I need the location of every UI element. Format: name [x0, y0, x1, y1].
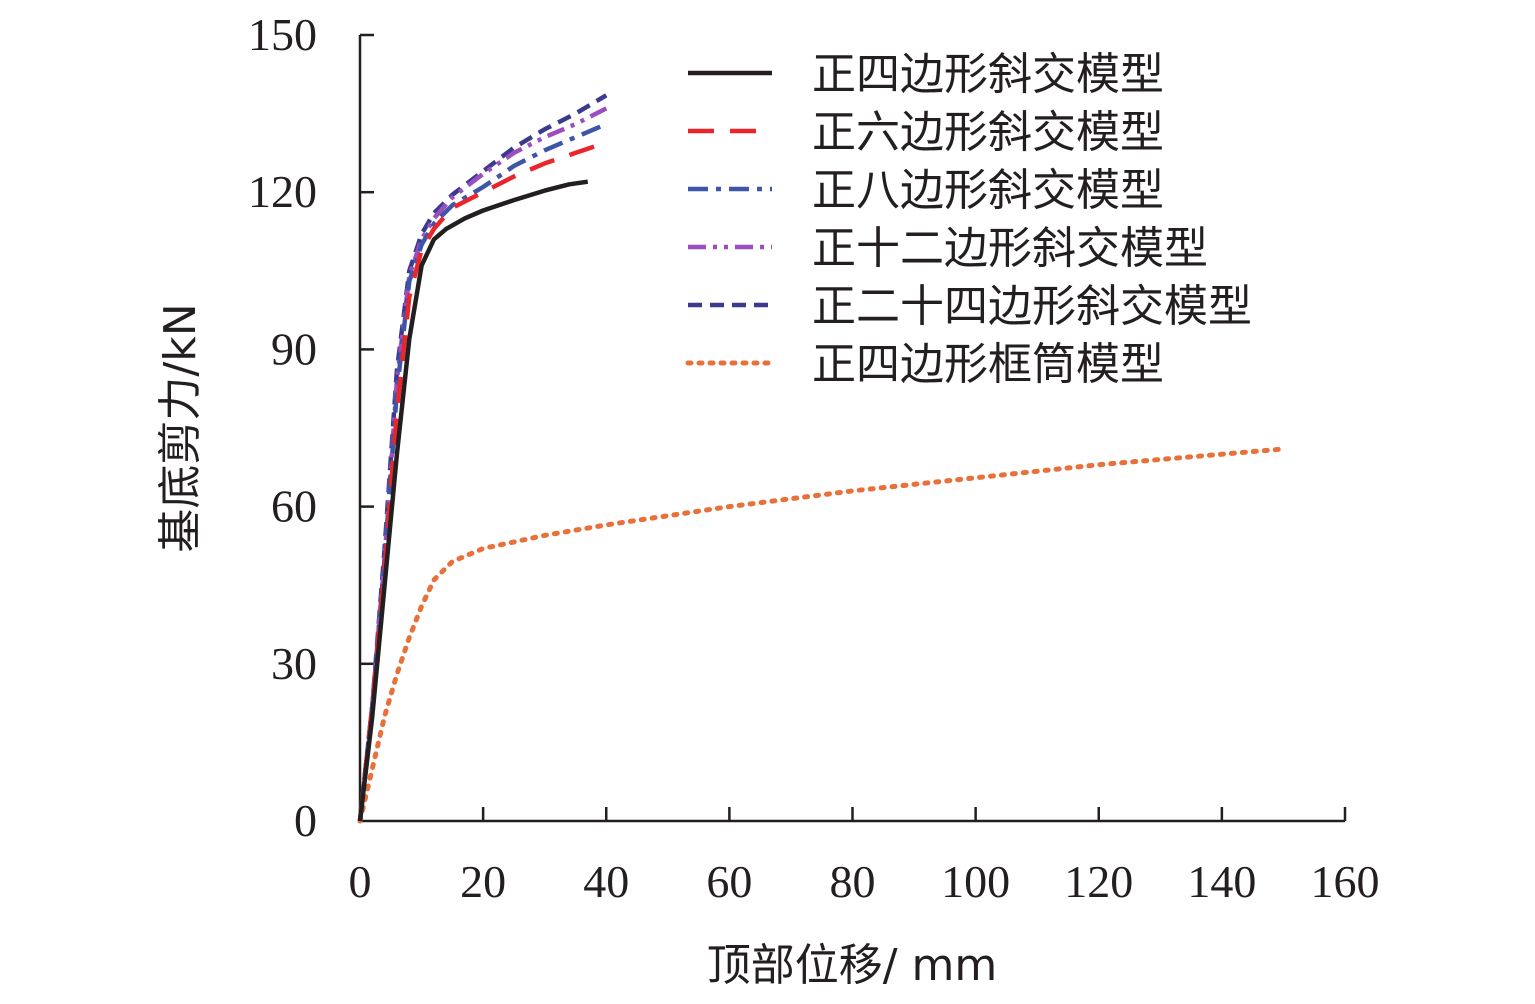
x-tick-label: 100 — [941, 856, 1010, 907]
x-axis-title: 顶部位移/ mm — [707, 940, 998, 991]
x-tick-label: 60 — [706, 856, 752, 907]
legend-label: 正四边形框筒模型 — [812, 339, 1164, 390]
x-tick-label: 20 — [460, 856, 506, 907]
legend-label: 正四边形斜交模型 — [812, 49, 1164, 100]
legend: 正四边形斜交模型正六边形斜交模型正八边形斜交模型正十二边形斜交模型正二十四边形斜… — [685, 49, 1252, 390]
series-line — [357, 446, 1286, 824]
x-tick-label: 40 — [583, 856, 629, 907]
y-tick-label: 150 — [248, 9, 317, 60]
y-tick-label: 90 — [271, 323, 317, 374]
series-line — [357, 179, 589, 822]
x-tick-label: 140 — [1187, 856, 1256, 907]
x-tick-label: 0 — [349, 856, 372, 907]
y-axis-title: 基底剪力/kN — [155, 303, 206, 552]
x-tick-label: 120 — [1064, 856, 1133, 907]
legend-label: 正二十四边形斜交模型 — [812, 281, 1252, 332]
series-line — [357, 140, 608, 822]
y-tick-label: 30 — [271, 638, 317, 689]
axis-ticks: 0 20 40 60 80 100 120 140 160 0 30 60 90 120 150 — [248, 9, 1380, 907]
x-tick-label: 80 — [830, 856, 876, 907]
legend-label: 正六边形斜交模型 — [812, 107, 1164, 158]
x-tick-label: 160 — [1311, 856, 1380, 907]
legend-label: 正十二边形斜交模型 — [812, 223, 1208, 274]
y-tick-label: 60 — [271, 481, 317, 532]
y-tick-label: 0 — [294, 795, 317, 846]
y-tick-label: 120 — [248, 166, 317, 217]
series-lines — [357, 93, 1286, 824]
legend-label: 正八边形斜交模型 — [812, 165, 1164, 216]
